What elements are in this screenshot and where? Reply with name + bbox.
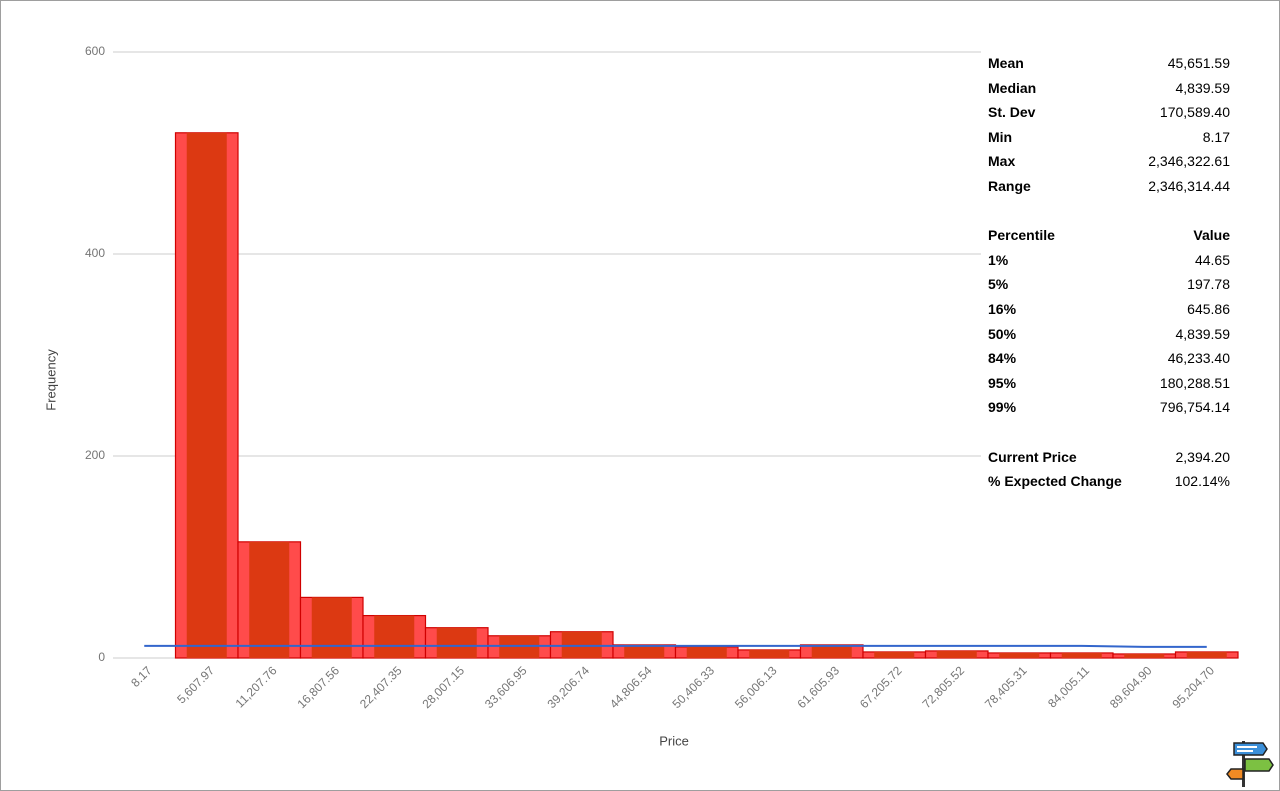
stat-value: 180,288.51 [1159, 374, 1230, 391]
x-tick-label: 5,607.97 [174, 663, 217, 706]
x-tick-label: 39,206.74 [544, 663, 592, 711]
stat-row: 16% 645.86 [988, 297, 1230, 322]
stat-value: 2,394.20 [1175, 448, 1231, 465]
stat-row: Range 2,346,314.44 [988, 174, 1230, 199]
stat-header: Percentile Value [988, 223, 1230, 248]
y-axis-label: Frequency [43, 349, 58, 411]
stat-label: Min [988, 128, 1013, 145]
bar-core [686, 646, 727, 658]
x-tick-label: 11,207.76 [233, 663, 280, 710]
bar-core [1124, 653, 1165, 658]
stat-value: 45,651.59 [1167, 55, 1230, 71]
stat-row: 50% 4,839.59 [988, 322, 1230, 347]
bar-core [999, 652, 1040, 658]
x-tick-label: 84,005.11 [1045, 663, 1092, 710]
stat-label: 99% [988, 399, 1017, 416]
stat-label: 95% [988, 374, 1017, 391]
stat-value: 102.14% [1174, 473, 1230, 490]
stat-label: 50% [988, 325, 1017, 342]
stat-label: % Expected Change [988, 473, 1122, 490]
x-tick-label: 78,405.31 [982, 663, 1030, 711]
stat-label: Current Price [988, 448, 1077, 465]
y-tick-label: 200 [85, 448, 105, 462]
stat-row: Max 2,346,322.61 [988, 149, 1230, 174]
stat-value: 170,589.40 [1159, 104, 1230, 121]
bar-core [561, 631, 602, 658]
line [144, 644, 1207, 648]
bar-core [374, 615, 415, 658]
y-tick-label: 400 [85, 246, 105, 260]
stat-row: 95% 180,288.51 [988, 371, 1230, 396]
stat-value: 197.78 [1187, 276, 1230, 293]
stat-row: 99% 796,754.14 [988, 395, 1230, 420]
bar-core [936, 650, 977, 658]
bar-core [436, 627, 477, 658]
x-tick-label: 33,606.95 [482, 663, 530, 711]
bar-core [1186, 651, 1227, 658]
stat-value: 645.86 [1187, 300, 1230, 317]
stat-row: % Expected Change 102.14% [988, 469, 1230, 494]
stat-value: 796,754.14 [1159, 399, 1230, 416]
x-tick-label: 67,205.72 [857, 663, 905, 711]
stat-row: 1% 44.65 [988, 248, 1230, 273]
bar-core [249, 541, 290, 658]
stat-label: 5% [988, 276, 1009, 293]
stat-label: 1% [988, 251, 1009, 268]
stat-value: 4,839.59 [1175, 325, 1231, 342]
x-tick-label: 44,806.54 [607, 663, 655, 711]
stat-row: Min 8.17 [988, 125, 1230, 150]
stat-value: 44.65 [1194, 251, 1230, 268]
stat-row: St. Dev 170,589.40 [988, 100, 1230, 125]
bar-core [186, 132, 227, 659]
stat-label: Range [988, 177, 1031, 194]
stat-label: St. Dev [988, 104, 1036, 121]
stat-row: 5% 197.78 [988, 272, 1230, 297]
spacer [988, 420, 1230, 445]
stat-value: 2,346,314.44 [1148, 177, 1230, 194]
stat-row: Current Price 2,394.20 [988, 445, 1230, 470]
stat-value: 8.17 [1202, 128, 1230, 145]
bar-core [311, 597, 352, 658]
x-tick-label: 28,007.15 [419, 663, 467, 711]
x-tick-label: 72,805.52 [919, 663, 967, 711]
stat-label: 16% [988, 300, 1017, 317]
y-tick-label: 600 [85, 44, 105, 58]
stat-label: Max [988, 153, 1016, 170]
x-tick-label: 89,604.90 [1107, 663, 1155, 711]
stat-value: 4,839.59 [1175, 79, 1231, 96]
x-tick-label: 95,204.70 [1169, 663, 1217, 711]
bar-core [749, 649, 790, 658]
x-tick-label: 16,807.56 [294, 663, 342, 711]
stat-label: 84% [988, 350, 1017, 367]
stat-row: 84% 46,233.40 [988, 346, 1230, 371]
stat-row: Mean 45,651.59 [988, 51, 1230, 76]
bar-core [811, 644, 852, 658]
stat-row: Median 4,839.59 [988, 76, 1230, 101]
x-axis-label: Price [659, 733, 689, 748]
stat-value: 46,233.40 [1167, 350, 1230, 367]
stat-label: Value [1193, 227, 1230, 244]
y-tick-label: 0 [98, 650, 105, 664]
stat-value: 2,346,322.61 [1148, 153, 1230, 170]
x-tick-label: 56,006.13 [732, 663, 780, 711]
x-tick-label: 8.17 [128, 663, 155, 690]
logo [1226, 741, 1274, 787]
stat-label: Median [988, 79, 1037, 96]
bar-core [624, 644, 665, 658]
stat-label: Mean [988, 55, 1024, 71]
x-tick-label: 61,605.93 [794, 663, 842, 711]
bar-core [874, 651, 915, 658]
bar-core [499, 635, 540, 658]
bar-core [1061, 652, 1102, 658]
stat-label: Percentile [988, 227, 1055, 244]
x-tick-label: 50,406.33 [669, 663, 717, 711]
spacer [988, 199, 1230, 224]
x-tick-label: 22,407.35 [357, 663, 405, 711]
stats-table: Mean 45,651.59 Median 4,839.59 St. Dev 170,58… [988, 51, 1230, 494]
